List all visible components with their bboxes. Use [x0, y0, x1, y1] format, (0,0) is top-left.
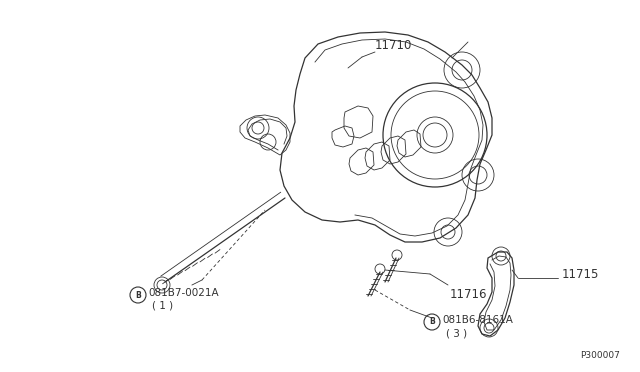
Text: P300007: P300007 [580, 351, 620, 360]
Text: ( 3 ): ( 3 ) [446, 328, 467, 338]
Text: 11715: 11715 [562, 269, 600, 282]
Text: 081B6-8161A: 081B6-8161A [442, 315, 513, 325]
Text: B: B [429, 317, 435, 327]
Text: ( 1 ): ( 1 ) [152, 301, 173, 311]
Text: 11716: 11716 [450, 288, 488, 301]
Text: 11710: 11710 [375, 39, 412, 52]
Text: B: B [135, 291, 141, 299]
Text: 081B7-0021A: 081B7-0021A [148, 288, 219, 298]
